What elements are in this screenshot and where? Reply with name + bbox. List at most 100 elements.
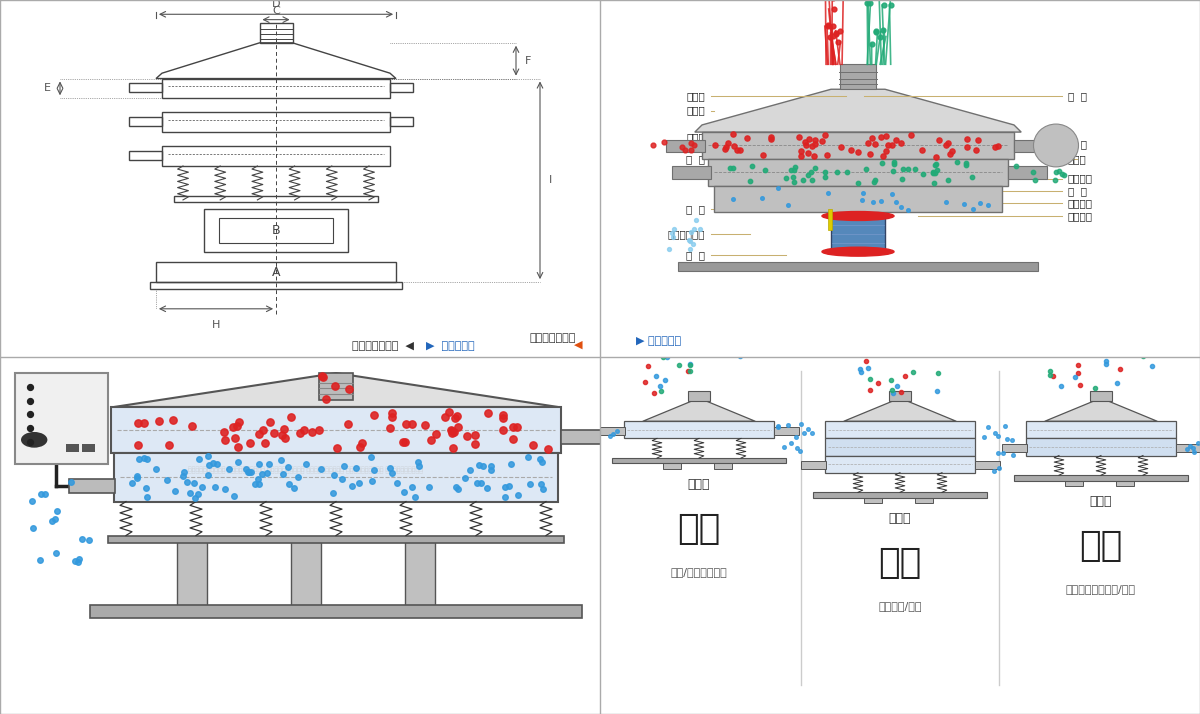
Text: 去除液體中的顏粒/異物: 去除液體中的顏粒/異物	[1066, 584, 1136, 594]
Point	[259, 458, 278, 470]
Point	[882, 139, 901, 151]
Point	[290, 428, 310, 439]
Point	[643, 451, 662, 463]
Point	[857, 355, 876, 366]
Point	[65, 555, 84, 567]
Point	[134, 453, 154, 464]
Point	[260, 416, 280, 428]
Point	[442, 425, 461, 436]
Text: 氧化鋰鈷超聲波振動篩 氧化鋰鈷超聲波振動篩 氧化鋰鈷超聲波振動篩 氧化鋰鈷超聲波振動篩 氧化鋰鈷超聲波振動篩 氧化鋰鈷超聲波振動篩: 氧化鋰鈷超聲波振動篩 氧化鋰鈷超聲波振動篩 氧化鋰鈷超聲波振動篩 氧化鋰鈷超聲波…	[187, 467, 425, 472]
Point	[46, 514, 65, 526]
Point	[887, 196, 906, 208]
Point	[823, 30, 842, 41]
Point	[930, 135, 949, 146]
Point	[226, 432, 245, 443]
Point	[443, 428, 462, 439]
Point	[469, 460, 488, 471]
Bar	[624, 421, 774, 438]
Text: ▶ 結構示意圖: ▶ 結構示意圖	[636, 336, 682, 346]
Point	[192, 481, 211, 493]
Point	[199, 451, 218, 462]
Point	[988, 447, 1007, 458]
Point	[826, 29, 845, 40]
Point	[1040, 369, 1060, 381]
Bar	[714, 186, 1002, 213]
Point	[978, 199, 997, 211]
Point	[802, 166, 821, 178]
Point	[248, 458, 268, 470]
Point	[448, 483, 467, 495]
Point	[1180, 440, 1199, 451]
Point	[606, 416, 625, 428]
Point	[787, 442, 806, 453]
Point	[312, 370, 331, 381]
Point	[127, 471, 146, 482]
Point	[904, 366, 923, 378]
Point	[421, 434, 440, 446]
Bar	[802, 461, 827, 469]
Bar	[150, 282, 402, 289]
Point	[362, 476, 382, 487]
Point	[20, 436, 40, 447]
Point	[1051, 380, 1070, 391]
Point	[604, 428, 623, 440]
Point	[652, 385, 671, 396]
Point	[828, 166, 847, 178]
Text: 防塵蓋: 防塵蓋	[686, 106, 706, 116]
Point	[812, 136, 832, 147]
Point	[313, 371, 332, 383]
Point	[1040, 365, 1060, 376]
Bar	[1002, 444, 1027, 452]
Point	[334, 461, 353, 472]
Point	[220, 463, 239, 475]
Point	[662, 227, 682, 238]
Point	[332, 473, 352, 484]
Point	[968, 135, 988, 146]
Point	[884, 159, 904, 170]
Point	[408, 456, 427, 468]
Bar	[162, 113, 390, 132]
Point	[1193, 440, 1200, 451]
Point	[860, 0, 880, 9]
Point	[361, 451, 380, 462]
Point	[20, 423, 40, 434]
Point	[403, 418, 422, 430]
Point	[680, 358, 700, 369]
Point	[762, 131, 781, 143]
Point	[1097, 356, 1116, 367]
Text: 雙層式: 雙層式	[1090, 495, 1112, 508]
Point	[956, 159, 976, 171]
Point	[406, 492, 425, 503]
Point	[353, 437, 372, 448]
Point	[1183, 442, 1200, 453]
Point	[724, 193, 743, 205]
Point	[383, 411, 402, 423]
Point	[1043, 370, 1062, 381]
Point	[461, 464, 480, 476]
Point	[138, 492, 157, 503]
Point	[874, 151, 893, 162]
Point	[722, 347, 742, 358]
Point	[862, 39, 881, 50]
Point	[380, 422, 400, 433]
Point	[791, 445, 810, 456]
Text: 分級: 分級	[677, 512, 721, 545]
Point	[182, 421, 202, 432]
Point	[61, 476, 80, 488]
Point	[672, 141, 691, 153]
Point	[1046, 166, 1066, 178]
Point	[682, 144, 701, 156]
Point	[538, 443, 557, 455]
Text: C: C	[272, 6, 280, 16]
Point	[248, 473, 268, 485]
Point	[1184, 447, 1200, 458]
Point	[473, 460, 492, 471]
Text: 氧化鋰鈷超聲波振動篩 氧化鋰鈷超聲波振動篩 氧化鋰鈷超聲波振動篩 氧化鋰鈷超聲波振動篩 氧化鋰鈷超聲波振動篩 氧化鋰鈷超聲波振動篩: 氧化鋰鈷超聲波振動篩 氧化鋰鈷超聲波振動篩 氧化鋰鈷超聲波振動篩 氧化鋰鈷超聲波…	[187, 468, 425, 474]
Point	[614, 428, 634, 440]
Point	[317, 393, 336, 405]
Point	[923, 166, 942, 178]
Bar	[840, 64, 876, 89]
Point	[190, 453, 209, 465]
Bar	[1014, 140, 1054, 152]
Bar	[90, 605, 582, 618]
